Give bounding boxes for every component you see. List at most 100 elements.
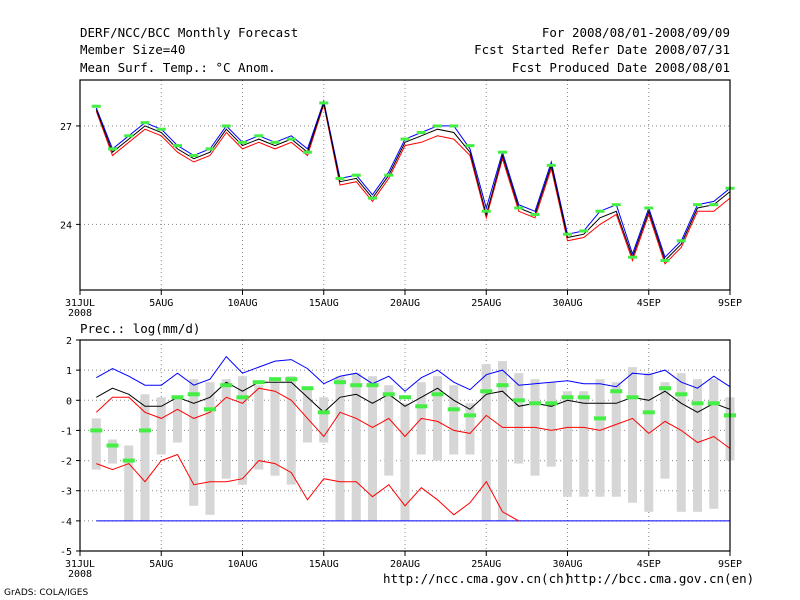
- temp-marker-28: [530, 213, 540, 217]
- temp-marker-30: [563, 232, 572, 236]
- precipitation-panel: Prec.: log(mm/d) 31JUL 5AUG 10AUG 15AUG 20AUG…: [60, 321, 742, 580]
- precip-marker-2: [106, 443, 119, 448]
- temp-marker-18: [368, 196, 377, 200]
- temp-xtick-label-8: 9SEP: [718, 298, 742, 309]
- precip-box-24: [465, 403, 475, 455]
- precip-marker-10: [236, 395, 249, 400]
- temp-marker-32: [595, 209, 605, 213]
- precip-box-15: [319, 397, 329, 443]
- precip-box-2: [108, 439, 117, 464]
- precip-box-16: [335, 376, 345, 521]
- precip-ytick-label-2: -3: [60, 487, 72, 498]
- precip-marker-12: [269, 377, 281, 382]
- precip-marker-15: [317, 410, 330, 415]
- temp-marker-11: [254, 134, 264, 138]
- precip-marker-21: [415, 404, 428, 409]
- temp-marker-5: [156, 127, 166, 131]
- temp-marker-31: [579, 229, 589, 233]
- precip-box-17: [351, 373, 361, 521]
- precip-box-23: [449, 385, 459, 455]
- temp-marker-24: [465, 144, 475, 148]
- precip-box-31: [579, 391, 589, 497]
- temp-marker-29: [546, 163, 556, 167]
- temp-marker-36: [660, 258, 670, 262]
- temp-marker-35: [644, 206, 654, 210]
- precip-box-29: [546, 382, 556, 467]
- refer-date: Fcst Started Refer Date 2008/07/31: [474, 42, 730, 57]
- temp-marker-34: [628, 255, 637, 259]
- temp-xtick-label-7: 4SEP: [637, 298, 661, 309]
- temp-marker-20: [400, 137, 410, 141]
- precip-xtick-label-2: 10AUG: [227, 559, 257, 570]
- url-en-link[interactable]: http://bcc.cma.gov.cn(en): [566, 571, 755, 586]
- precip-box-5: [156, 397, 166, 455]
- precip-box-4: [140, 394, 150, 521]
- temp-marker-1: [91, 104, 101, 108]
- variable-label: Mean Surf. Temp.: °C Anom.: [80, 60, 276, 75]
- temp-xtick-label-5: 25AUG: [471, 298, 501, 309]
- temp-marker-27: [514, 206, 524, 210]
- temp-upper-line: [95, 99, 731, 259]
- forecast-period: For 2008/08/01-2008/09/09: [541, 25, 730, 40]
- precip-box-12: [270, 382, 280, 476]
- precip-box-25: [481, 364, 491, 521]
- precip-title: Prec.: log(mm/d): [80, 321, 200, 336]
- precip-box-36: [660, 382, 670, 479]
- precip-marker-35: [642, 410, 655, 415]
- precip-marker-16: [334, 380, 346, 385]
- precip-box-37: [676, 373, 686, 512]
- precip-marker-22: [431, 392, 444, 397]
- precip-marker-25: [480, 389, 493, 394]
- precip-box-35: [644, 373, 654, 512]
- precip-marker-39: [707, 401, 720, 406]
- precip-marker-36: [659, 386, 671, 391]
- temp-xtick-label-6: 30AUG: [552, 298, 582, 309]
- precip-box-39: [709, 379, 719, 509]
- precip-marker-28: [529, 401, 541, 406]
- precip-xtick-label-4: 20AUG: [390, 559, 420, 570]
- precip-ytick-label-5: 0: [66, 396, 72, 407]
- temp-xtick-label-2: 10AUG: [227, 298, 257, 309]
- temp-marker-22: [433, 124, 442, 128]
- precip-ytick-label-4: -1: [60, 426, 72, 437]
- temp-ytick-label-0: 24: [60, 220, 72, 231]
- temp-xtick-label-4: 20AUG: [390, 298, 420, 309]
- precip-frame: [79, 339, 731, 552]
- precip-box-18: [368, 376, 377, 521]
- precip-xtick-label-3: 15AUG: [309, 559, 339, 570]
- precip-marker-19: [382, 392, 395, 397]
- precip-box-32: [595, 379, 605, 497]
- precip-marker-8: [204, 407, 216, 412]
- temperature-panel: 31JUL 5AUG 10AUG 15AUG 20AUG 25AUG 30AUG 4SEP 9S…: [60, 79, 742, 319]
- temp-xtick-label-3: 15AUG: [309, 298, 339, 309]
- temp-marker-19: [384, 173, 394, 177]
- precip-xtick-label-5: 25AUG: [471, 559, 501, 570]
- precip-marker-33: [610, 389, 623, 394]
- chart-title: DERF/NCC/BCC Monthly Forecast: [80, 25, 299, 40]
- precip-box-1: [91, 418, 101, 470]
- temp-marker-39: [709, 203, 719, 207]
- member-size: Member Size=40: [80, 42, 186, 57]
- temp-marker-4: [140, 121, 150, 125]
- precip-marker-23: [447, 407, 460, 412]
- url-ch-link[interactable]: http://ncc.cma.gov.cn(ch): [383, 571, 572, 586]
- precip-box-9: [221, 379, 231, 479]
- precip-marker-38: [691, 401, 704, 406]
- temp-marker-13: [286, 137, 296, 141]
- precip-marker-30: [561, 395, 574, 400]
- precip-ytick-label-3: -2: [60, 457, 72, 468]
- temp-marker-37: [676, 239, 686, 243]
- precip-box-8: [205, 382, 215, 515]
- precip-marker-27: [512, 398, 525, 403]
- temp-year-label: 2008: [68, 308, 92, 319]
- precip-marker-37: [675, 392, 688, 397]
- precip-marker-7: [187, 392, 200, 397]
- precip-marker-17: [350, 383, 363, 388]
- precip-marker-9: [220, 383, 233, 388]
- temp-marker-9: [221, 124, 231, 128]
- precip-box-20: [400, 403, 410, 521]
- precip-xtick-label-1: 5AUG: [149, 559, 173, 570]
- precip-xtick-label-6: 30AUG: [552, 559, 582, 570]
- temp-marker-2: [108, 147, 117, 151]
